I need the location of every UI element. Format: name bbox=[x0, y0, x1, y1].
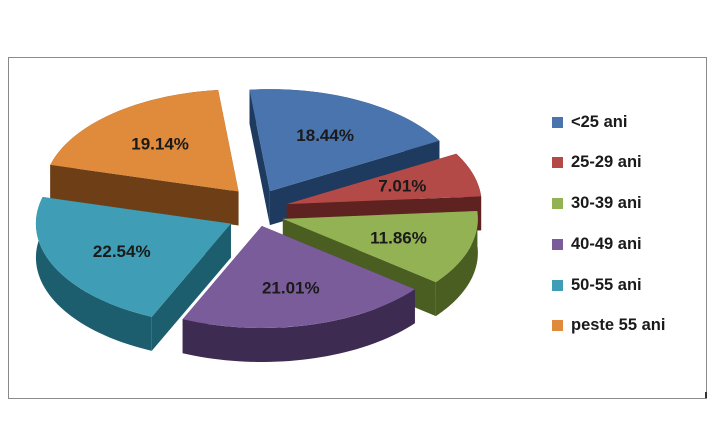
data-label-2: 11.86% bbox=[370, 228, 427, 247]
data-label-0: 18.44% bbox=[296, 126, 354, 145]
slice-outer-wall-2 bbox=[435, 211, 478, 317]
legend-item: <25 ani bbox=[552, 112, 665, 132]
legend-label: 25-29 ani bbox=[571, 153, 642, 172]
slice-wall-5-0 bbox=[50, 164, 239, 226]
slice-25-ani bbox=[249, 89, 440, 192]
slice-50-55-ani bbox=[35, 197, 231, 317]
legend-label: 50-55 ani bbox=[571, 275, 642, 294]
corner-mark bbox=[705, 392, 707, 398]
data-label-3: 21.01% bbox=[262, 278, 320, 297]
legend-swatch bbox=[552, 116, 563, 128]
legend-label: 30-39 ani bbox=[571, 194, 642, 213]
legend-swatch bbox=[552, 238, 563, 250]
legend-swatch bbox=[552, 198, 563, 210]
legend-item: 30-39 ani bbox=[552, 194, 665, 214]
legend-swatch bbox=[552, 157, 563, 169]
slice-wall-0-0 bbox=[249, 89, 270, 226]
slice-25-29-ani bbox=[286, 153, 482, 205]
slice-40-49-ani bbox=[182, 225, 415, 328]
legend-item: 40-49 ani bbox=[552, 234, 665, 254]
legend-label: 40-49 ani bbox=[571, 234, 642, 253]
slice-tops-group bbox=[35, 89, 482, 328]
legend-item: 50-55 ani bbox=[552, 275, 665, 295]
slice-outer-wall-4 bbox=[35, 197, 152, 351]
legend-label: peste 55 ani bbox=[571, 316, 666, 335]
legend-label: <25 ani bbox=[571, 112, 628, 131]
data-label-1: 7.01% bbox=[378, 177, 426, 196]
slice-30-39-ani bbox=[282, 211, 478, 283]
slice-wall-4-0 bbox=[151, 223, 231, 351]
legend-swatch bbox=[552, 320, 563, 332]
slice-outer-wall-3 bbox=[182, 289, 415, 362]
legend-item: 25-29 ani bbox=[552, 153, 665, 173]
slice-labels-group: 18.44% 7.01% 11.86% 21.01% 22.54% 19.14% bbox=[93, 126, 427, 297]
legend-item: peste 55 ani bbox=[552, 316, 665, 336]
legend-swatch bbox=[552, 279, 563, 291]
data-label-4: 22.54% bbox=[93, 242, 151, 261]
slice-peste-55-ani bbox=[50, 90, 239, 192]
data-label-5: 19.14% bbox=[131, 134, 189, 153]
legend: <25 ani 25-29 ani 30-39 ani 40-49 ani 50-55 … bbox=[552, 112, 665, 357]
